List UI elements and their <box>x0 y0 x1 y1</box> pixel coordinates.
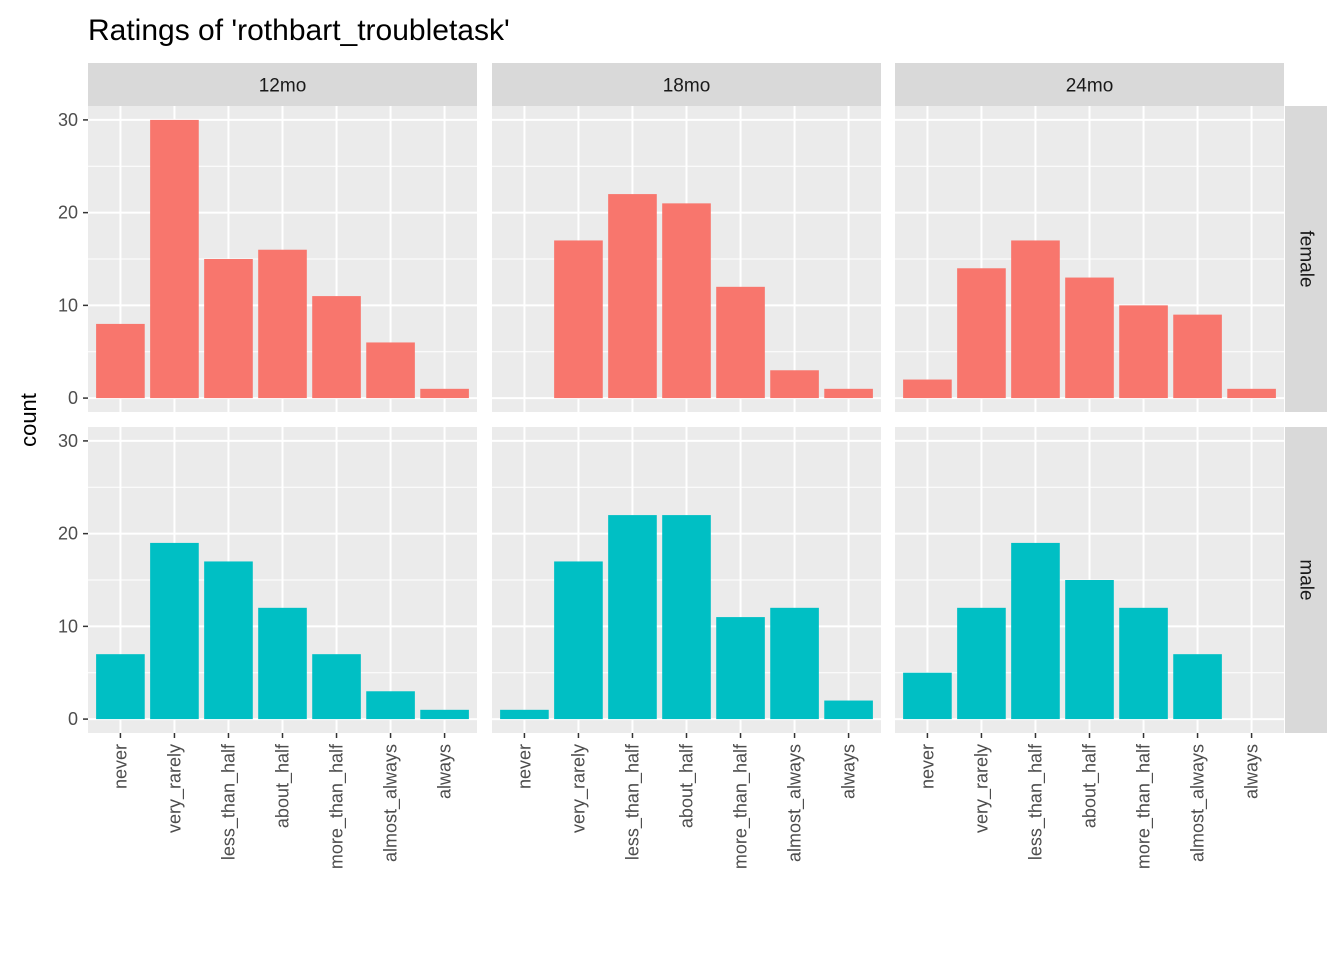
facet-strip-12mo <box>88 63 477 106</box>
x-tick-label: almost_always <box>1188 744 1209 862</box>
y-tick-label: 0 <box>68 709 78 729</box>
bar-female-18mo-very_rarely <box>554 240 603 399</box>
y-tick-label: 20 <box>58 524 78 544</box>
y-tick-label: 10 <box>58 616 78 636</box>
bar-female-24mo-less_than_half <box>1011 240 1060 399</box>
facet-strip-label: 12mo <box>259 76 307 97</box>
bar-female-18mo-always <box>824 388 873 399</box>
facet-strip-label: male <box>1296 559 1317 600</box>
bar-female-24mo-more_than_half <box>1119 305 1168 399</box>
x-tick-label: about_half <box>1080 743 1101 828</box>
x-tick-label: less_than_half <box>622 743 643 860</box>
x-tick-label: very_rarely <box>164 744 185 833</box>
bar-male-18mo-almost_always <box>770 607 819 720</box>
bar-female-24mo-almost_always <box>1173 314 1222 399</box>
bar-male-18mo-less_than_half <box>608 515 657 720</box>
bar-male-24mo-less_than_half <box>1011 542 1060 720</box>
bar-male-18mo-about_half <box>662 515 711 720</box>
bar-male-18mo-more_than_half <box>716 617 765 720</box>
chart-title: Ratings of 'rothbart_troubletask' <box>88 14 510 47</box>
bar-female-12mo-very_rarely <box>150 119 199 399</box>
x-tick-label: more_than_half <box>327 743 348 869</box>
bar-male-24mo-very_rarely <box>957 607 1006 720</box>
y-tick-label: 30 <box>58 431 78 451</box>
bar-female-24mo-always <box>1227 388 1276 399</box>
bar-female-24mo-very_rarely <box>957 268 1006 399</box>
plot-area: 12mo 18mo 24mo female male 0 10 20 30 0 10 20 30 neve… <box>58 63 1327 869</box>
x-tick-label: about_half <box>677 743 698 828</box>
bar-male-12mo-very_rarely <box>150 542 199 720</box>
bar-female-24mo-about_half <box>1065 277 1114 399</box>
facet-strip-label: 24mo <box>1066 76 1114 97</box>
x-tick-label: more_than_half <box>731 743 752 869</box>
y-tick-label: 0 <box>68 388 78 408</box>
bar-female-18mo-less_than_half <box>608 194 657 399</box>
bar-male-12mo-more_than_half <box>312 654 361 720</box>
bar-female-12mo-less_than_half <box>204 259 253 399</box>
bar-female-12mo-almost_always <box>366 342 415 399</box>
bar-male-12mo-about_half <box>258 607 307 720</box>
y-tick-label: 10 <box>58 295 78 315</box>
x-tick-label: almost_always <box>785 744 806 862</box>
x-tick-label: almost_always <box>381 744 402 862</box>
bar-female-18mo-about_half <box>662 203 711 399</box>
bar-female-18mo-almost_always <box>770 370 819 399</box>
x-tick-label: very_rarely <box>568 744 589 833</box>
x-tick-label: always <box>839 744 859 799</box>
bar-female-12mo-never <box>96 323 145 399</box>
facet-strip-female <box>1285 106 1327 412</box>
bar-male-18mo-always <box>824 700 873 720</box>
bar-female-12mo-about_half <box>258 249 307 399</box>
y-tick-label: 30 <box>58 110 78 130</box>
x-tick-label: less_than_half <box>218 743 239 860</box>
x-tick-label: more_than_half <box>1134 743 1155 869</box>
x-tick-label: never <box>514 744 534 789</box>
facet-strip-label: female <box>1296 230 1317 287</box>
x-tick-label: always <box>435 744 455 799</box>
y-tick-label: 20 <box>58 203 78 223</box>
facet-strip-24mo <box>895 63 1284 106</box>
facet-strip-18mo <box>492 63 881 106</box>
bar-male-18mo-never <box>500 709 549 720</box>
bar-female-12mo-more_than_half <box>312 296 361 399</box>
bar-male-12mo-never <box>96 654 145 720</box>
x-tick-label: less_than_half <box>1025 743 1046 860</box>
bar-male-24mo-never <box>903 672 952 720</box>
x-tick-label: about_half <box>273 743 294 828</box>
y-axis-title: count <box>16 393 41 447</box>
bar-male-24mo-more_than_half <box>1119 607 1168 720</box>
x-tick-label: never <box>110 744 130 789</box>
bar-male-12mo-almost_always <box>366 691 415 720</box>
facet-strip-male <box>1285 427 1327 733</box>
bar-male-18mo-very_rarely <box>554 561 603 720</box>
bar-male-24mo-about_half <box>1065 580 1114 720</box>
x-tick-label: always <box>1242 744 1262 799</box>
bar-male-12mo-always <box>420 709 469 720</box>
bar-female-24mo-never <box>903 379 952 399</box>
facet-strip-label: 18mo <box>663 76 711 97</box>
bar-male-12mo-less_than_half <box>204 561 253 720</box>
bar-female-18mo-more_than_half <box>716 286 765 399</box>
x-tick-label: very_rarely <box>971 744 992 833</box>
x-tick-label: never <box>917 744 937 789</box>
bar-female-12mo-always <box>420 388 469 399</box>
bar-male-24mo-almost_always <box>1173 654 1222 720</box>
